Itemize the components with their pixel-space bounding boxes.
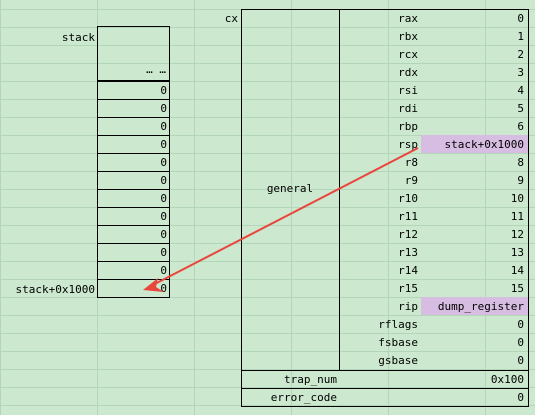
register-value-rflags: 0 bbox=[517, 318, 524, 331]
stack-bottom-label: stack+0x1000 bbox=[15, 283, 95, 296]
register-name-rcx: rcx bbox=[398, 48, 418, 61]
register-value-rip: dump_register bbox=[437, 300, 524, 313]
register-value-rsp: stack+0x1000 bbox=[444, 138, 524, 151]
stack-cell-value: 0 bbox=[160, 102, 167, 115]
stack-cell-value: 0 bbox=[160, 246, 167, 259]
register-value-rcx: 2 bbox=[517, 48, 524, 61]
struct-name-cx: cx bbox=[224, 12, 238, 25]
register-name-rip: rip bbox=[398, 300, 418, 313]
register-value-r12: 12 bbox=[510, 228, 524, 241]
stack-ellipsis: … … bbox=[146, 63, 166, 76]
register-value-r14: 14 bbox=[510, 264, 524, 277]
stack-cell-value: 0 bbox=[160, 174, 167, 187]
stack-bottom-cell bbox=[97, 279, 170, 298]
register-value-r15: 15 bbox=[510, 282, 524, 295]
register-value-gsbase: 0 bbox=[517, 354, 524, 367]
struct-sep-general bbox=[241, 370, 529, 371]
stack-cell-value: 0 bbox=[160, 228, 167, 241]
stack-cell-value: 0 bbox=[160, 84, 167, 97]
stack-cell-value: 0 bbox=[160, 210, 167, 223]
register-name-rbp: rbp bbox=[398, 120, 418, 133]
register-highlight bbox=[421, 297, 528, 315]
register-name-fsbase: fsbase bbox=[378, 336, 418, 349]
register-value-r13: 13 bbox=[510, 246, 524, 259]
stack-cell-value: 0 bbox=[160, 264, 167, 277]
register-name-rdx: rdx bbox=[398, 66, 418, 79]
error-code-label: error_code bbox=[270, 391, 337, 404]
struct-sep-trap bbox=[241, 388, 529, 389]
register-value-rax: 0 bbox=[517, 12, 524, 25]
trap-num-label: trap_num bbox=[284, 373, 337, 386]
register-value-rbp: 6 bbox=[517, 120, 524, 133]
trap-num-value: 0x100 bbox=[490, 373, 524, 386]
register-name-r10: r10 bbox=[398, 192, 418, 205]
register-name-r9: r9 bbox=[404, 174, 418, 187]
register-value-r8: 8 bbox=[517, 156, 524, 169]
register-value-fsbase: 0 bbox=[517, 336, 524, 349]
general-label: general bbox=[266, 182, 314, 195]
register-name-rdi: rdi bbox=[398, 102, 418, 115]
register-name-r15: r15 bbox=[398, 282, 418, 295]
register-name-r12: r12 bbox=[398, 228, 418, 241]
register-value-r9: 9 bbox=[517, 174, 524, 187]
register-name-rbx: rbx bbox=[398, 30, 418, 43]
register-name-rflags: rflags bbox=[378, 318, 418, 331]
register-name-r8: r8 bbox=[404, 156, 418, 169]
register-value-rsi: 4 bbox=[517, 84, 524, 97]
register-value-rdx: 3 bbox=[517, 66, 524, 79]
register-name-rax: rax bbox=[398, 12, 418, 25]
struct-outline bbox=[241, 9, 529, 407]
register-name-rsi: rsi bbox=[398, 84, 418, 97]
stack-cell-value: 0 bbox=[160, 156, 167, 169]
stack-cell-value: 0 bbox=[160, 138, 167, 151]
arrow-head bbox=[143, 278, 164, 292]
register-name-rsp: rsp bbox=[398, 138, 418, 151]
stack-label: stack bbox=[61, 31, 95, 44]
stack-bottom-value: 0 bbox=[160, 282, 167, 295]
stack-cell-value: 0 bbox=[160, 120, 167, 133]
arrow-shaft bbox=[146, 147, 419, 289]
stack-top-block bbox=[97, 26, 170, 81]
register-name-r13: r13 bbox=[398, 246, 418, 259]
stack-cell-value: 0 bbox=[160, 192, 167, 205]
register-name-r14: r14 bbox=[398, 264, 418, 277]
register-name-r11: r11 bbox=[398, 210, 418, 223]
register-highlight bbox=[421, 135, 528, 153]
register-value-r11: 11 bbox=[510, 210, 524, 223]
error-code-value: 0 bbox=[517, 391, 524, 404]
register-value-rdi: 5 bbox=[517, 102, 524, 115]
struct-divider bbox=[339, 9, 340, 371]
register-value-r10: 10 bbox=[510, 192, 524, 205]
register-name-gsbase: gsbase bbox=[378, 354, 418, 367]
register-value-rbx: 1 bbox=[517, 30, 524, 43]
